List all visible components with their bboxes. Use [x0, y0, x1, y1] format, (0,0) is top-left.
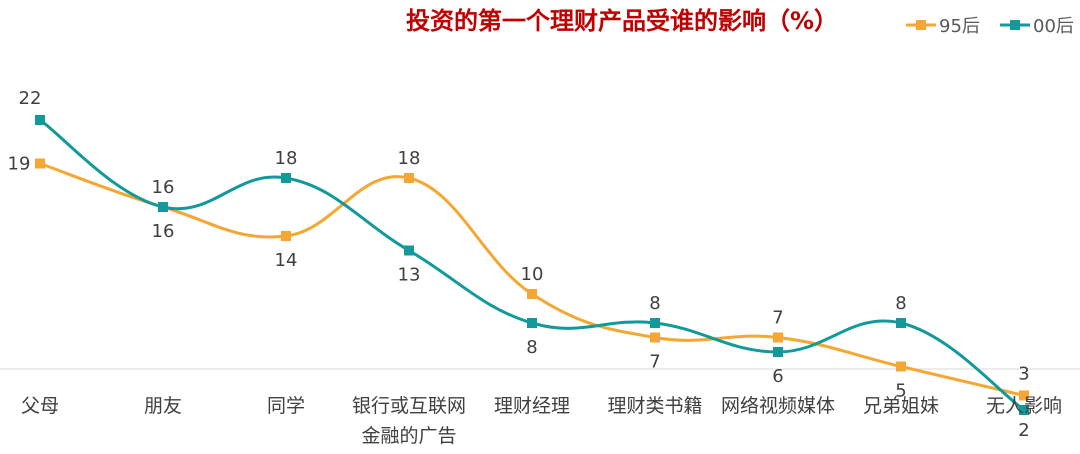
- series-1-point: [158, 202, 168, 212]
- series-1-point: [773, 347, 783, 357]
- series-0-point: [35, 158, 45, 169]
- category-label: 金融的广告: [361, 425, 456, 447]
- data-label: 13: [398, 265, 421, 286]
- series-1-point: [896, 318, 906, 328]
- series-1-point: [404, 245, 414, 256]
- data-label: 5: [895, 381, 906, 402]
- data-label: 8: [895, 293, 906, 314]
- category-label: 理财经理: [494, 395, 570, 417]
- category-label: 同学: [267, 395, 305, 417]
- legend-item-00: 00后: [1000, 16, 1074, 37]
- data-label: 3: [1018, 364, 1029, 385]
- data-label: 7: [772, 308, 783, 329]
- data-label: 18: [398, 148, 421, 169]
- legend-marker-95: [916, 20, 926, 30]
- chart-title: 投资的第一个理财产品受谁的影响（%）: [406, 7, 838, 35]
- category-label: 兄弟姐妹: [863, 395, 939, 417]
- category-label: 朋友: [144, 395, 182, 417]
- series-0-point: [773, 332, 783, 343]
- legend-item-95: 95后: [906, 16, 980, 37]
- legend-label-00: 00后: [1033, 16, 1074, 37]
- series-1-point: [281, 173, 291, 183]
- series-1-point: [35, 115, 45, 125]
- data-label: 6: [772, 366, 783, 387]
- legend: 95后 00后: [906, 16, 1074, 37]
- category-label: 网络视频媒体: [721, 395, 835, 417]
- data-label: 16: [152, 177, 175, 198]
- series-1-point: [1019, 405, 1029, 415]
- data-label: 22: [19, 88, 42, 109]
- category-label: 银行或互联网: [352, 395, 466, 417]
- data-label: 8: [526, 337, 537, 358]
- category-label: 无人影响: [986, 395, 1062, 417]
- series-0-point: [404, 173, 414, 183]
- data-label: 14: [275, 250, 298, 271]
- series-layer: 19 16 14 18 10 7 7 5 3 22 16 18 13 8 8 6 8 2: [8, 88, 1030, 441]
- series-0-point: [1019, 390, 1029, 401]
- category-label: 父母: [21, 395, 59, 417]
- data-label: 18: [275, 148, 298, 169]
- data-label: 8: [649, 293, 660, 314]
- series-0-point: [281, 231, 291, 241]
- series-0-point: [650, 332, 660, 343]
- series-1-point: [650, 318, 660, 328]
- data-label: 2: [1018, 420, 1029, 441]
- series-0-point: [896, 361, 906, 372]
- legend-marker-00: [1010, 20, 1020, 30]
- category-label: 理财类书籍: [607, 395, 702, 417]
- series-0-point: [527, 289, 537, 299]
- legend-label-95: 95后: [939, 16, 980, 37]
- data-label: 7: [649, 352, 660, 373]
- series-1-point: [527, 318, 537, 328]
- data-label: 16: [152, 221, 175, 242]
- data-label: 19: [8, 154, 31, 175]
- data-label: 10: [521, 264, 544, 285]
- series-line-0: [39, 162, 1025, 397]
